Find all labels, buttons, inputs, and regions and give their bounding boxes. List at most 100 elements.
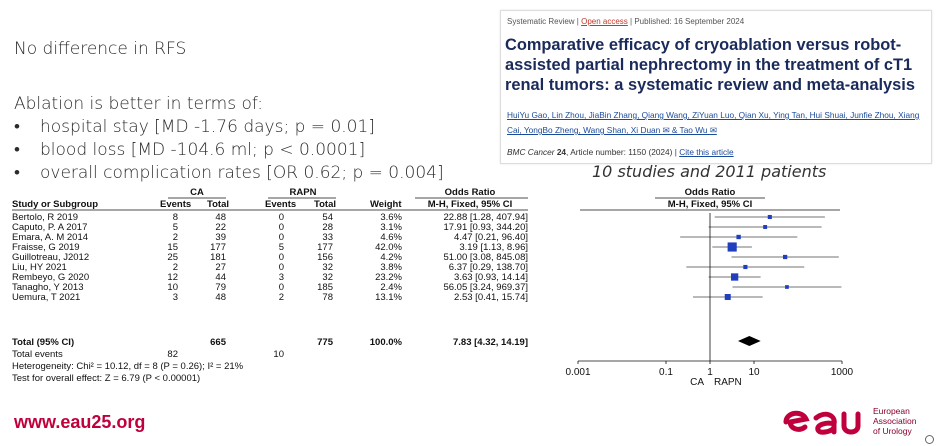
ca-events: 2 — [173, 262, 178, 273]
ca-events: 3 — [173, 292, 178, 303]
rapn-events: 2 — [279, 292, 284, 303]
study-marker — [727, 242, 737, 252]
ca-events: 15 — [167, 242, 178, 253]
study-marker — [783, 254, 788, 260]
rfs-statement: No difference in RFS — [14, 39, 186, 59]
axis-right-label: RAPN — [714, 377, 742, 388]
rapn-total: 54 — [322, 212, 333, 223]
study-ci: 3.63 [0.93, 14.14] — [454, 272, 528, 283]
header-rapn: RAPN — [290, 187, 317, 198]
bullet-text: blood loss [MD -104.6 ml; p < 0.0001] — [40, 140, 366, 160]
study-ci: 6.37 [0.29, 138.70] — [449, 262, 528, 273]
study-ci: 56.05 [3.24, 969.37] — [443, 282, 528, 293]
rfs-term: RFS — [154, 39, 187, 59]
bullet-dot: • — [14, 140, 20, 160]
bullet-dot: • — [14, 163, 20, 183]
study-ci: 4.47 [0.21, 96.40] — [454, 232, 528, 243]
total-ci: 7.83 [4.32, 14.19] — [453, 337, 528, 348]
journal-name: BMC Cancer — [507, 147, 555, 157]
paper-authors[interactable]: HuiYu Gao, Lin Zhou, JiaBin Zhang, Qiang… — [507, 110, 920, 135]
study-ci: 2.53 [0.41, 15.74] — [454, 292, 528, 303]
study-weight: 3.6% — [380, 212, 402, 223]
col-weight: Weight — [370, 199, 402, 210]
rapn-total: 185 — [317, 282, 333, 293]
rapn-total: 32 — [322, 262, 333, 273]
study-name: Guillotreau, J2012 — [12, 252, 89, 263]
cite-link[interactable]: Cite this article — [679, 147, 734, 157]
rapn-events: 5 — [279, 242, 284, 253]
col-method: M-H, Fixed, 95% CI — [428, 199, 512, 210]
study-weight: 13.1% — [375, 292, 402, 303]
study-ci: 22.88 [1.28, 407.94] — [443, 212, 528, 223]
rapn-events: 0 — [279, 252, 284, 263]
events-label: Total events — [12, 349, 63, 360]
study-weight: 3.8% — [380, 262, 402, 273]
paper-journal-line: BMC Cancer 24, Article number: 1150 (202… — [507, 147, 734, 157]
total-ca: 665 — [210, 337, 227, 348]
ca-total: 48 — [215, 212, 226, 223]
col-rapn-events: Events — [265, 199, 296, 210]
eau-org-line: European — [873, 406, 910, 416]
events-ca: 82 — [167, 349, 178, 360]
forest-plot: CA RAPN Odds Ratio Odds Ratio Study or S… — [12, 187, 854, 388]
pooled-diamond — [737, 336, 761, 346]
ca-events: 12 — [167, 272, 178, 283]
study-marker — [785, 285, 789, 289]
study-weight: 4.2% — [380, 252, 402, 263]
study-weight: 23.2% — [375, 272, 402, 283]
axis-tick-label: 1000 — [831, 367, 854, 378]
axis-tick-label: 0.1 — [659, 367, 673, 378]
rapn-events: 0 — [279, 282, 284, 293]
col-ca-total: Total — [207, 199, 229, 210]
ca-events: 5 — [173, 222, 178, 233]
ca-events: 2 — [173, 232, 178, 243]
study-name: Caputo, P. A 2017 — [12, 222, 87, 233]
study-ci: 3.19 [1.13, 8.96] — [459, 242, 528, 253]
col-study: Study or Subgroup — [12, 199, 98, 210]
rapn-events: 3 — [279, 272, 284, 283]
col-ca-events: Events — [160, 199, 191, 210]
bullet-dot: • — [14, 117, 20, 137]
axis-tick-label: 0.001 — [565, 367, 590, 378]
eau-org-line: Association — [873, 416, 917, 426]
study-name: Rembeyo, G 2020 — [12, 272, 89, 283]
paper-type: Systematic Review — [507, 17, 575, 26]
rapn-events: 0 — [279, 222, 284, 233]
paper-meta: Systematic Review | Open access | Publis… — [507, 17, 745, 26]
ca-events: 25 — [167, 252, 178, 263]
study-name: Uemura, T 2021 — [12, 292, 80, 303]
study-marker — [730, 273, 739, 281]
rapn-total: 32 — [322, 272, 333, 283]
eau-org-name: European Association of Urology — [873, 406, 916, 436]
ca-total: 44 — [215, 272, 226, 283]
header-odds-ratio: Odds Ratio — [445, 187, 496, 198]
paper-title: Comparative efficacy of cryoablation ver… — [505, 36, 915, 94]
paper-card: Systematic Review | Open access | Publis… — [500, 10, 932, 164]
study-weight: 42.0% — [375, 242, 402, 253]
rapn-total: 33 — [322, 232, 333, 243]
study-ci: 17.91 [0.93, 344.20] — [443, 222, 528, 233]
study-marker — [767, 214, 772, 220]
study-name: Liu, HY 2021 — [12, 262, 67, 273]
ca-events: 8 — [173, 212, 178, 223]
bullet-text: hospital stay [MD -1.76 days; p = 0.01] — [40, 117, 375, 137]
heterogeneity: Heterogeneity: Chi² = 10.12, df = 8 (P =… — [12, 361, 244, 372]
journal-volume: 24 — [556, 147, 567, 157]
axis-tick-label: 1 — [707, 367, 713, 378]
study-marker — [736, 234, 741, 240]
bullet-complications: • overall complication rates [OR 0.62; p … — [14, 163, 444, 183]
study-weight: 4.6% — [380, 232, 402, 243]
eau-logo-icon — [783, 410, 861, 435]
header-ca: CA — [190, 187, 204, 198]
study-name: Emara, A. M 2014 — [12, 232, 88, 243]
open-access-link[interactable]: Open access — [581, 17, 628, 26]
corner-mark-icon — [925, 435, 934, 444]
rapn-events: 0 — [279, 212, 284, 223]
total-weight: 100.0% — [370, 337, 403, 348]
footer-url[interactable]: www.eau25.org — [14, 412, 146, 432]
rapn-total: 28 — [322, 222, 333, 233]
axis-tick-label: 10 — [748, 367, 760, 378]
ca-total: 39 — [215, 232, 226, 243]
study-marker — [763, 225, 768, 229]
bullet-hospital-stay: • hospital stay [MD -1.76 days; p = 0.01] — [14, 117, 375, 137]
